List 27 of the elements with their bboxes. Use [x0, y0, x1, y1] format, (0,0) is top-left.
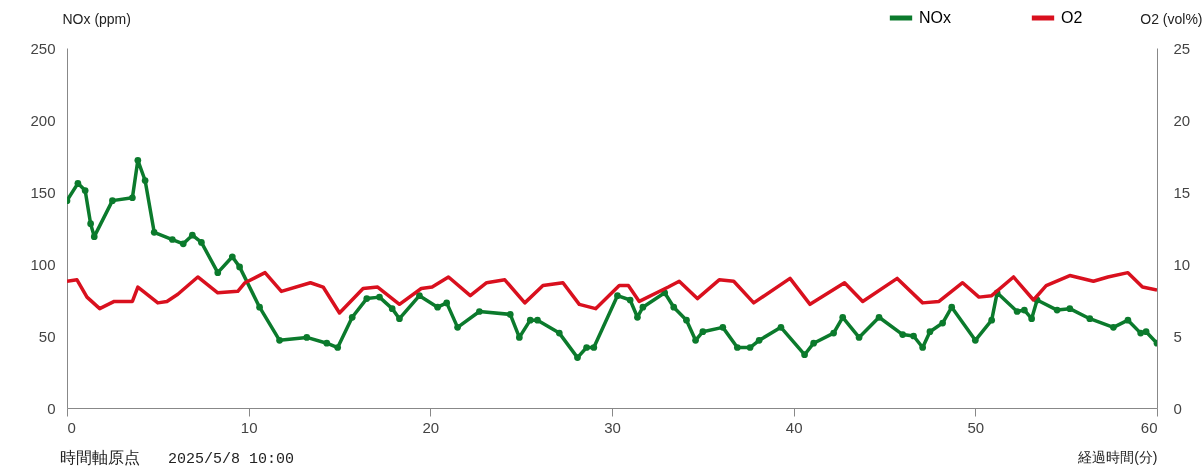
x-tick-label: 50	[967, 418, 985, 436]
y-tick-label: 0	[47, 399, 56, 417]
y2-tick-label: 20	[1173, 111, 1191, 129]
text: 時間軸原点	[60, 448, 140, 467]
x-tick-label: 0	[67, 418, 76, 436]
x-tick-label: 10	[240, 418, 258, 436]
y-tick-label: 200	[30, 111, 56, 129]
y-axis-title: NOx (ppm)	[62, 10, 131, 27]
y-tick-label: 250	[30, 39, 56, 57]
y-tick-label: 150	[30, 183, 56, 201]
y2-tick-label: 15	[1173, 183, 1191, 201]
x-axis-title: 経過時間(分)	[1077, 448, 1158, 465]
y-tick-label: 100	[30, 255, 56, 273]
x-tick-label: 20	[422, 418, 440, 436]
line-series	[67, 270, 1157, 315]
legend-label: O2	[1061, 9, 1083, 26]
y-tick-label: 50	[38, 327, 56, 345]
y2-tick-label: 25	[1173, 39, 1191, 57]
y2-tick-label: 0	[1173, 399, 1182, 417]
y2-tick-label: 10	[1173, 255, 1191, 273]
legend-label: NOx	[919, 9, 951, 26]
x-tick-label: 60	[1140, 418, 1158, 436]
text: 2025/5/8 10:00	[168, 451, 295, 468]
x-tick-label: 40	[785, 418, 803, 436]
x-tick-label: 30	[604, 418, 621, 436]
y2-axis-title: O2 (vol%)	[1140, 10, 1203, 27]
y2-tick-label: 5	[1173, 327, 1182, 345]
